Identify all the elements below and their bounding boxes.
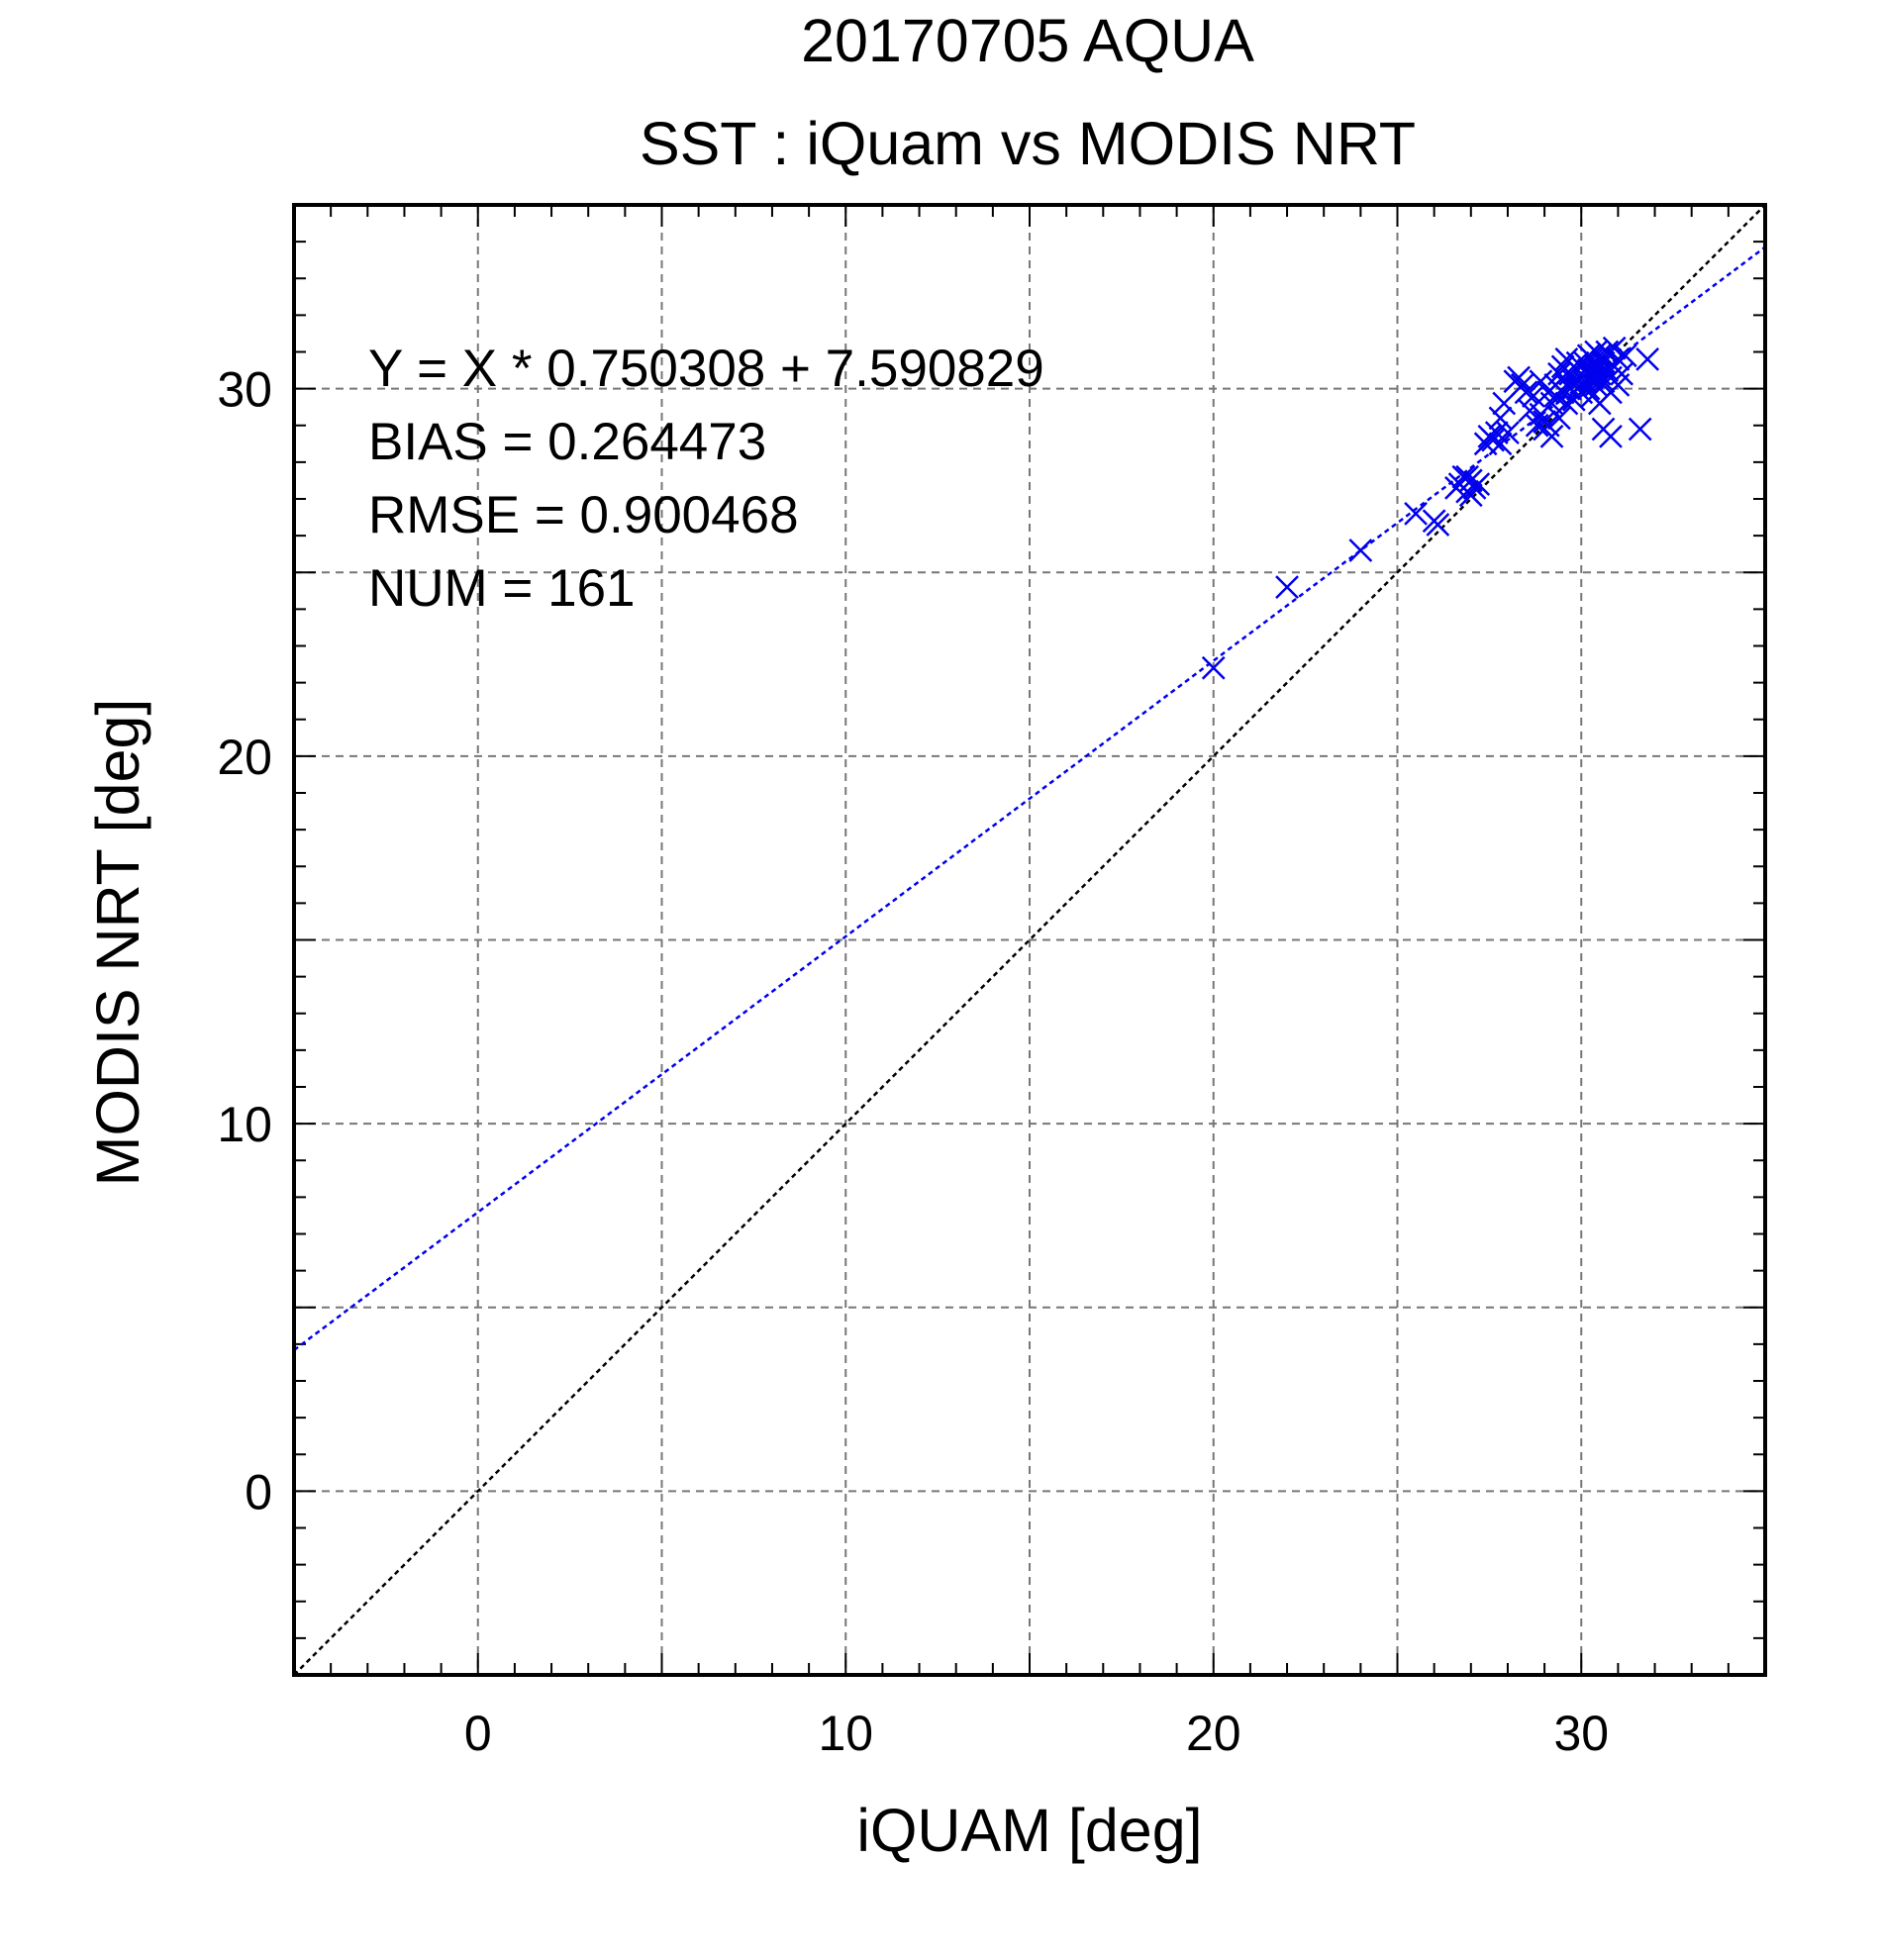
data-point-marker — [1554, 391, 1579, 416]
data-point-marker — [1535, 380, 1560, 405]
data-point-marker — [1201, 655, 1226, 680]
stat-num: NUM = 161 — [368, 559, 636, 618]
data-point-marker — [1488, 432, 1513, 456]
data-point-marker — [1547, 406, 1571, 431]
data-point-marker — [1507, 365, 1531, 390]
y-tick-label: 0 — [245, 1464, 272, 1519]
chart-title: 20170705 AQUA — [801, 7, 1254, 74]
data-point-marker — [1466, 472, 1491, 497]
data-point-marker — [1496, 421, 1520, 445]
data-point-marker — [1610, 361, 1634, 386]
statistics-box: Y = X * 0.750308 + 7.590829 BIAS = 0.264… — [368, 340, 1044, 618]
data-point-marker — [1514, 380, 1538, 405]
stat-regression: Y = X * 0.750308 + 7.590829 — [368, 340, 1044, 398]
stat-rmse: RMSE = 0.900468 — [368, 486, 799, 544]
data-point-marker — [1522, 384, 1545, 408]
data-point-marker — [1628, 417, 1652, 441]
x-tick-label: 10 — [818, 1706, 873, 1761]
y-tick-label: 20 — [217, 730, 272, 785]
data-point-marker — [1539, 425, 1564, 448]
reference-lines — [293, 204, 1766, 1676]
data-point-marker — [1275, 575, 1299, 599]
data-point-marker — [1348, 539, 1373, 562]
one-to-one-line — [293, 204, 1766, 1676]
data-point-marker — [1455, 464, 1479, 489]
plot-frame — [292, 203, 1767, 1677]
data-point-marker — [1584, 340, 1608, 364]
data-point-marker — [1488, 406, 1513, 431]
data-point-marker — [1554, 347, 1579, 371]
data-point-marker — [1481, 428, 1505, 452]
data-point-marker — [1613, 343, 1637, 368]
data-point-marker — [1458, 483, 1483, 508]
data-point-marker — [1576, 343, 1601, 368]
x-tick-labels: 0 10 20 30 — [464, 1706, 1609, 1761]
data-points — [1201, 336, 1660, 680]
data-point-marker — [1426, 513, 1450, 537]
data-point-marker — [1550, 354, 1575, 379]
x-tick-label: 30 — [1553, 1706, 1609, 1761]
x-tick-label: 0 — [464, 1706, 492, 1761]
chart-subtitle: SST : iQuam vs MODIS NRT — [640, 110, 1416, 177]
data-point-marker — [1599, 425, 1623, 448]
y-tick-label: 10 — [217, 1097, 272, 1152]
y-tick-labels: 0 10 20 30 — [217, 362, 272, 1520]
data-point-marker — [1595, 340, 1620, 364]
stat-bias: BIAS = 0.264473 — [368, 413, 766, 471]
y-tick-label: 30 — [217, 362, 272, 418]
x-axis-label: iQUAM [deg] — [856, 1797, 1202, 1864]
grid-lines — [294, 205, 1765, 1675]
y-axis-label: MODIS NRT [deg] — [84, 699, 151, 1187]
data-point-marker — [1492, 391, 1517, 416]
data-point-marker — [1602, 336, 1627, 360]
x-tick-label: 20 — [1186, 1706, 1241, 1761]
data-point-marker — [1635, 347, 1660, 371]
data-point-marker — [1404, 501, 1428, 526]
regression-line — [293, 245, 1766, 1351]
